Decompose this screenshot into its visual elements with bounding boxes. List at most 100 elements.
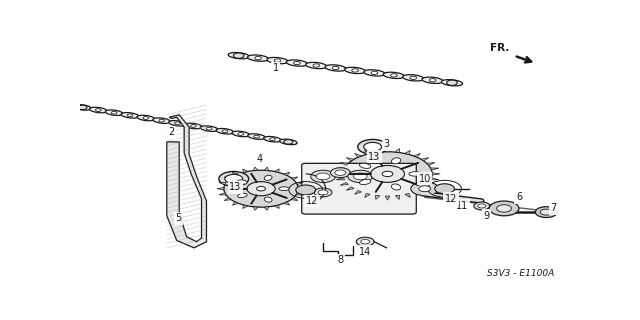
Ellipse shape bbox=[90, 107, 107, 113]
Text: 4: 4 bbox=[257, 154, 263, 164]
Polygon shape bbox=[431, 178, 439, 180]
Text: 1: 1 bbox=[273, 63, 279, 73]
Circle shape bbox=[269, 138, 275, 140]
Circle shape bbox=[143, 116, 148, 119]
Circle shape bbox=[222, 130, 228, 133]
Ellipse shape bbox=[264, 136, 282, 142]
Circle shape bbox=[364, 142, 381, 151]
Circle shape bbox=[435, 184, 454, 194]
Circle shape bbox=[314, 188, 332, 197]
Text: 11: 11 bbox=[456, 201, 468, 211]
Polygon shape bbox=[346, 187, 354, 190]
Circle shape bbox=[318, 190, 328, 195]
Circle shape bbox=[343, 152, 432, 196]
Ellipse shape bbox=[264, 197, 272, 202]
Polygon shape bbox=[413, 154, 420, 157]
Circle shape bbox=[111, 111, 117, 114]
Circle shape bbox=[371, 165, 404, 182]
Text: 5: 5 bbox=[175, 213, 181, 223]
Polygon shape bbox=[396, 195, 399, 199]
Text: 10: 10 bbox=[419, 174, 431, 184]
Polygon shape bbox=[405, 150, 410, 155]
Polygon shape bbox=[431, 168, 439, 170]
Text: 3: 3 bbox=[383, 139, 390, 149]
Circle shape bbox=[285, 140, 291, 143]
Polygon shape bbox=[219, 182, 226, 185]
Circle shape bbox=[335, 170, 346, 175]
Circle shape bbox=[274, 59, 281, 62]
Polygon shape bbox=[253, 167, 258, 171]
Polygon shape bbox=[219, 193, 226, 195]
Polygon shape bbox=[243, 205, 248, 209]
Text: FR.: FR. bbox=[490, 43, 509, 53]
Text: 6: 6 bbox=[516, 192, 522, 202]
Circle shape bbox=[356, 237, 374, 246]
Circle shape bbox=[257, 187, 266, 191]
Polygon shape bbox=[376, 195, 380, 199]
Ellipse shape bbox=[267, 57, 288, 64]
Circle shape bbox=[206, 127, 212, 130]
Polygon shape bbox=[355, 154, 362, 157]
Ellipse shape bbox=[228, 52, 249, 59]
Polygon shape bbox=[340, 163, 348, 165]
FancyBboxPatch shape bbox=[301, 163, 416, 214]
Polygon shape bbox=[385, 148, 390, 152]
Polygon shape bbox=[365, 193, 370, 197]
Polygon shape bbox=[396, 148, 399, 153]
Circle shape bbox=[254, 135, 259, 138]
Circle shape bbox=[219, 172, 248, 186]
Text: 13: 13 bbox=[229, 182, 241, 192]
Polygon shape bbox=[427, 163, 435, 165]
Circle shape bbox=[429, 79, 436, 82]
Polygon shape bbox=[296, 193, 303, 195]
Ellipse shape bbox=[248, 55, 269, 61]
Text: 12: 12 bbox=[306, 196, 318, 206]
Ellipse shape bbox=[392, 184, 401, 190]
Text: 13: 13 bbox=[368, 152, 380, 162]
Polygon shape bbox=[291, 177, 298, 180]
Text: S3V3 - E1100A: S3V3 - E1100A bbox=[486, 269, 554, 278]
Text: 7: 7 bbox=[550, 204, 557, 213]
Text: 12: 12 bbox=[445, 194, 457, 204]
Circle shape bbox=[540, 209, 552, 215]
Polygon shape bbox=[167, 115, 207, 248]
Circle shape bbox=[411, 182, 438, 196]
Circle shape bbox=[353, 173, 367, 180]
Polygon shape bbox=[335, 173, 343, 175]
Polygon shape bbox=[243, 169, 248, 172]
Ellipse shape bbox=[392, 158, 401, 164]
Ellipse shape bbox=[422, 77, 443, 84]
Text: 2: 2 bbox=[168, 127, 175, 137]
Ellipse shape bbox=[360, 163, 371, 168]
Ellipse shape bbox=[232, 131, 250, 137]
Polygon shape bbox=[291, 198, 298, 201]
Ellipse shape bbox=[153, 118, 170, 124]
Circle shape bbox=[489, 201, 519, 216]
Ellipse shape bbox=[184, 123, 202, 129]
Circle shape bbox=[316, 173, 330, 180]
Circle shape bbox=[447, 80, 458, 85]
Polygon shape bbox=[421, 158, 429, 161]
Circle shape bbox=[310, 170, 335, 182]
Circle shape bbox=[332, 66, 339, 70]
Text: 9: 9 bbox=[484, 211, 490, 221]
Circle shape bbox=[358, 140, 388, 154]
Ellipse shape bbox=[364, 70, 385, 76]
Ellipse shape bbox=[74, 105, 92, 110]
Text: 8: 8 bbox=[337, 255, 344, 265]
Circle shape bbox=[410, 76, 417, 79]
Polygon shape bbox=[336, 168, 344, 170]
Ellipse shape bbox=[106, 110, 123, 116]
Circle shape bbox=[361, 239, 370, 244]
Circle shape bbox=[478, 204, 486, 208]
Circle shape bbox=[95, 109, 101, 111]
Polygon shape bbox=[346, 158, 354, 161]
Circle shape bbox=[474, 202, 490, 210]
Text: 14: 14 bbox=[359, 246, 371, 257]
Ellipse shape bbox=[216, 129, 234, 134]
Ellipse shape bbox=[169, 121, 186, 126]
Ellipse shape bbox=[237, 193, 247, 197]
Circle shape bbox=[225, 174, 243, 183]
Ellipse shape bbox=[403, 75, 424, 81]
Polygon shape bbox=[232, 202, 239, 205]
